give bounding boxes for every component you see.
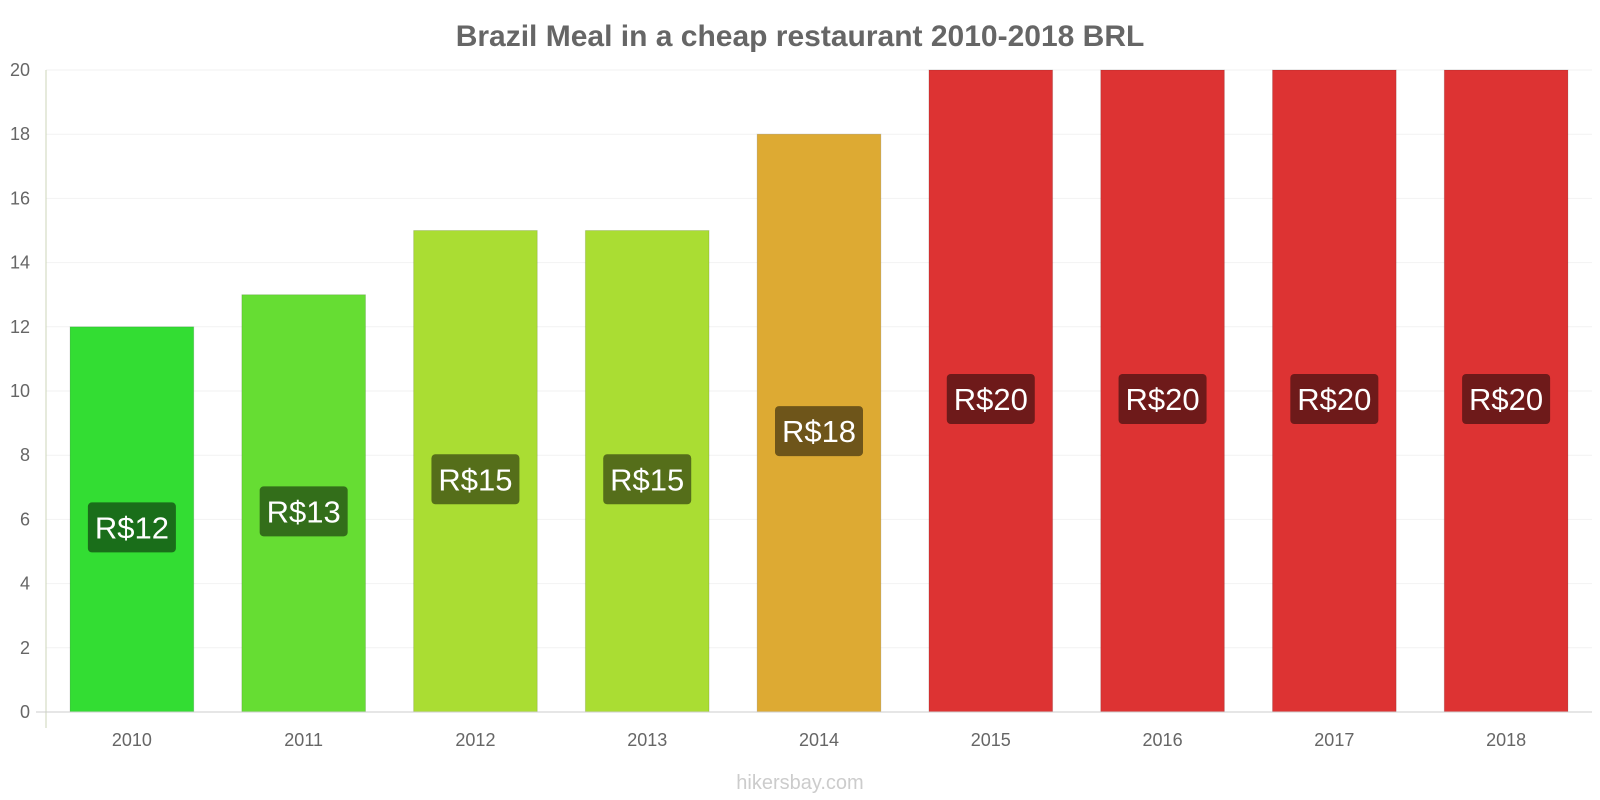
y-tick-label: 14 — [10, 253, 30, 273]
x-tick-label: 2010 — [112, 730, 152, 750]
x-tick-label: 2015 — [971, 730, 1011, 750]
x-tick-label: 2016 — [1143, 730, 1183, 750]
x-tick-label: 2017 — [1314, 730, 1354, 750]
watermark: hikersbay.com — [736, 772, 863, 794]
data-label-box — [603, 454, 692, 505]
y-tick-label: 20 — [10, 60, 30, 80]
data-label-box — [1462, 374, 1551, 424]
data-label: R$13 — [267, 494, 341, 529]
data-label-box — [431, 454, 520, 505]
data-label: R$20 — [954, 382, 1028, 417]
y-tick-label: 10 — [10, 381, 30, 401]
y-tick-label: 4 — [20, 574, 30, 594]
x-tick-label: 2018 — [1486, 730, 1526, 750]
y-tick-label: 18 — [10, 124, 30, 144]
y-tick-label: 2 — [20, 638, 30, 658]
data-label-box — [1290, 374, 1379, 424]
data-label: R$15 — [610, 462, 684, 497]
data-label-box — [775, 406, 863, 457]
chart-title: Brazil Meal in a cheap restaurant 2010-2… — [456, 20, 1145, 53]
data-label: R$18 — [782, 414, 856, 449]
x-tick-label: 2012 — [455, 730, 495, 750]
data-label-box — [259, 486, 348, 537]
data-label: R$20 — [1469, 382, 1543, 417]
data-label: R$12 — [95, 510, 169, 545]
data-labels: R$12 R$13 R$15 R$15 R$18 R$20 R$20 R$20 R$20 — [87, 374, 1551, 553]
x-tick-label: 2011 — [284, 730, 323, 750]
data-label: R$15 — [438, 462, 512, 497]
y-tick-label: 12 — [10, 317, 30, 337]
data-label-box — [946, 374, 1035, 424]
x-tick-label: 2014 — [799, 730, 839, 750]
y-tick-label: 6 — [20, 509, 30, 529]
data-label-box — [87, 502, 176, 553]
data-label: R$20 — [1297, 382, 1371, 417]
data-label: R$20 — [1126, 382, 1200, 417]
y-tick-label: 0 — [20, 702, 30, 722]
axes: 0 2 4 6 8 10 12 14 16 18 20 2010 2011 2012 2013 2014 201… — [10, 60, 1592, 750]
y-tick-label: 16 — [10, 188, 30, 208]
x-tick-label: 2013 — [627, 730, 667, 750]
y-tick-label: 8 — [20, 445, 30, 465]
data-label-box — [1118, 374, 1207, 424]
